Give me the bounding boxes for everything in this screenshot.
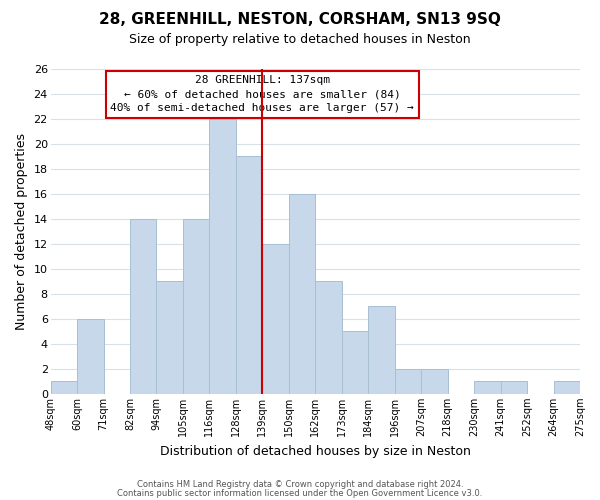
Bar [289, 194, 315, 394]
Bar [183, 219, 209, 394]
Bar [342, 332, 368, 394]
Bar [315, 282, 342, 394]
Bar [262, 244, 289, 394]
Bar [421, 369, 448, 394]
Bar [395, 369, 421, 394]
X-axis label: Distribution of detached houses by size in Neston: Distribution of detached houses by size … [160, 444, 471, 458]
Text: Contains HM Land Registry data © Crown copyright and database right 2024.: Contains HM Land Registry data © Crown c… [137, 480, 463, 489]
Bar [157, 282, 183, 394]
Bar [474, 382, 500, 394]
Text: 28, GREENHILL, NESTON, CORSHAM, SN13 9SQ: 28, GREENHILL, NESTON, CORSHAM, SN13 9SQ [99, 12, 501, 28]
Bar [554, 382, 580, 394]
Bar [236, 156, 262, 394]
Text: Contains public sector information licensed under the Open Government Licence v3: Contains public sector information licen… [118, 489, 482, 498]
Bar [209, 119, 236, 394]
Text: Size of property relative to detached houses in Neston: Size of property relative to detached ho… [129, 32, 471, 46]
Bar [77, 319, 104, 394]
Bar [500, 382, 527, 394]
Y-axis label: Number of detached properties: Number of detached properties [15, 133, 28, 330]
Bar [130, 219, 157, 394]
Bar [50, 382, 77, 394]
Bar [368, 306, 395, 394]
Text: 28 GREENHILL: 137sqm
← 60% of detached houses are smaller (84)
40% of semi-detac: 28 GREENHILL: 137sqm ← 60% of detached h… [110, 76, 414, 114]
